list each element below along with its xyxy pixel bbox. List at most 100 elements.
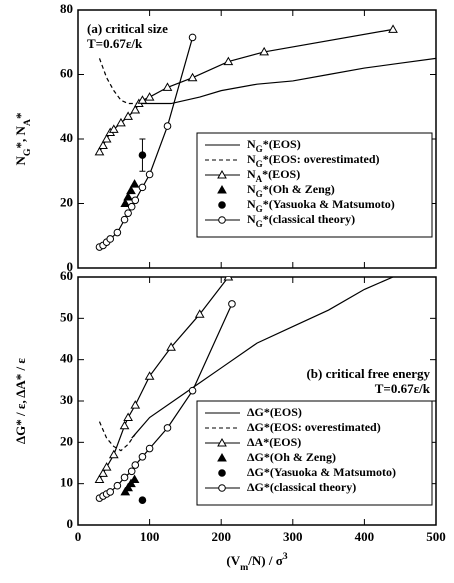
marker [127,202,136,211]
legend-label: ΔG*(Yasuoka & Matsumoto) [247,465,396,479]
marker [194,309,205,318]
marker [120,473,129,482]
legend-label: NG*(EOS: overestimated) [247,152,380,169]
legend-marker [217,452,227,462]
legend-label: NG*(classical theory) [247,212,355,229]
legend-marker [217,169,227,179]
annotation: T=0.67ε/k [87,36,143,51]
marker [145,170,154,179]
legend-marker [217,184,227,194]
marker [131,196,140,205]
marker [106,488,115,496]
legend-label: NG*(Yasuoka & Matsumoto) [247,197,395,214]
marker [130,400,141,409]
panel: 0 10 20 30 40 50 60 0 100 200 300 400 500 ΔG* / ε, ΔA… [13,268,446,573]
marker [108,124,119,133]
y-tick-label: 10 [60,475,73,490]
legend-marker [218,484,226,492]
marker [131,461,140,469]
annotation: T=0.67ε/k [375,381,431,396]
marker [113,481,122,490]
marker [388,24,398,33]
legend-marker [218,469,226,477]
legend-marker [218,216,226,224]
marker [124,209,132,217]
marker [113,228,122,237]
y-tick-label: 30 [60,392,73,407]
y-axis-label: NG*, NA* [13,113,33,166]
marker [101,133,112,143]
y-axis-label: ΔG* / ε, ΔA* / ε [13,358,28,444]
marker [98,140,108,149]
y-tick-label: 40 [60,351,73,366]
legend-label: ΔG*(EOS: overestimated) [247,420,381,434]
x-tick-label: 200 [211,529,231,544]
marker [120,215,129,224]
annotation: (a) critical size [87,21,168,36]
marker [138,183,147,192]
marker [138,151,147,159]
marker [101,462,112,471]
marker [129,179,140,188]
panel: 0 20 40 60 80 NG*, NA* (a) critical sizeT=0.67… [13,1,437,274]
legend-label: NG*(Oh & Zeng) [247,182,335,199]
marker [98,468,108,477]
series-group [94,24,436,251]
marker [123,412,133,422]
y-tick-label: 50 [60,309,73,324]
marker [123,111,133,120]
marker [94,146,105,156]
marker [144,371,155,380]
legend: ΔG*(EOS)ΔG*(EOS: overestimated)ΔA*(EOS)Δ… [196,400,433,506]
series-line [138,57,436,105]
marker [162,82,173,91]
legend-marker [218,201,226,209]
y-tick-label: 20 [60,433,73,448]
legend-label: ΔG*(EOS) [247,405,302,419]
x-tick-label: 300 [283,529,303,544]
marker [94,474,105,484]
legend-label: NG*(EOS) [247,137,301,154]
marker [188,33,197,42]
marker [223,277,234,281]
marker [163,122,172,130]
legend-marker [217,437,227,447]
series-line [98,58,139,105]
x-tick-label: 100 [140,529,160,544]
marker [137,95,148,104]
legend-label: ΔG*(classical theory) [247,480,356,494]
marker [166,342,176,351]
legend: NG*(EOS)NG*(EOS: overestimated)NA*(EOS)N… [196,132,433,238]
legend-label: ΔG*(Oh & Zeng) [247,450,336,464]
marker [138,496,147,505]
marker [223,56,234,66]
marker [126,478,136,488]
y-tick-label: 80 [60,1,73,16]
marker [106,235,115,243]
marker [123,192,133,201]
y-tick-label: 0 [67,259,74,274]
y-tick-label: 60 [60,65,73,80]
x-tick-label: 0 [75,529,82,544]
marker [127,467,136,476]
marker [108,449,119,459]
marker [123,482,133,492]
marker [163,424,172,432]
legend-label: NA*(EOS) [247,167,300,184]
series-line [131,277,394,439]
marker [187,72,198,82]
marker [144,92,155,101]
marker [116,117,126,127]
marker [145,444,154,453]
x-tick-label: 500 [426,529,446,544]
marker [259,46,270,56]
x-tick-label: 400 [355,529,375,544]
series-line [98,421,136,452]
marker [228,300,236,308]
marker [130,104,141,114]
marker [126,185,136,195]
marker [188,386,197,395]
annotation: (b) critical free energy [306,366,430,381]
legend-label: ΔA*(EOS) [247,435,301,449]
